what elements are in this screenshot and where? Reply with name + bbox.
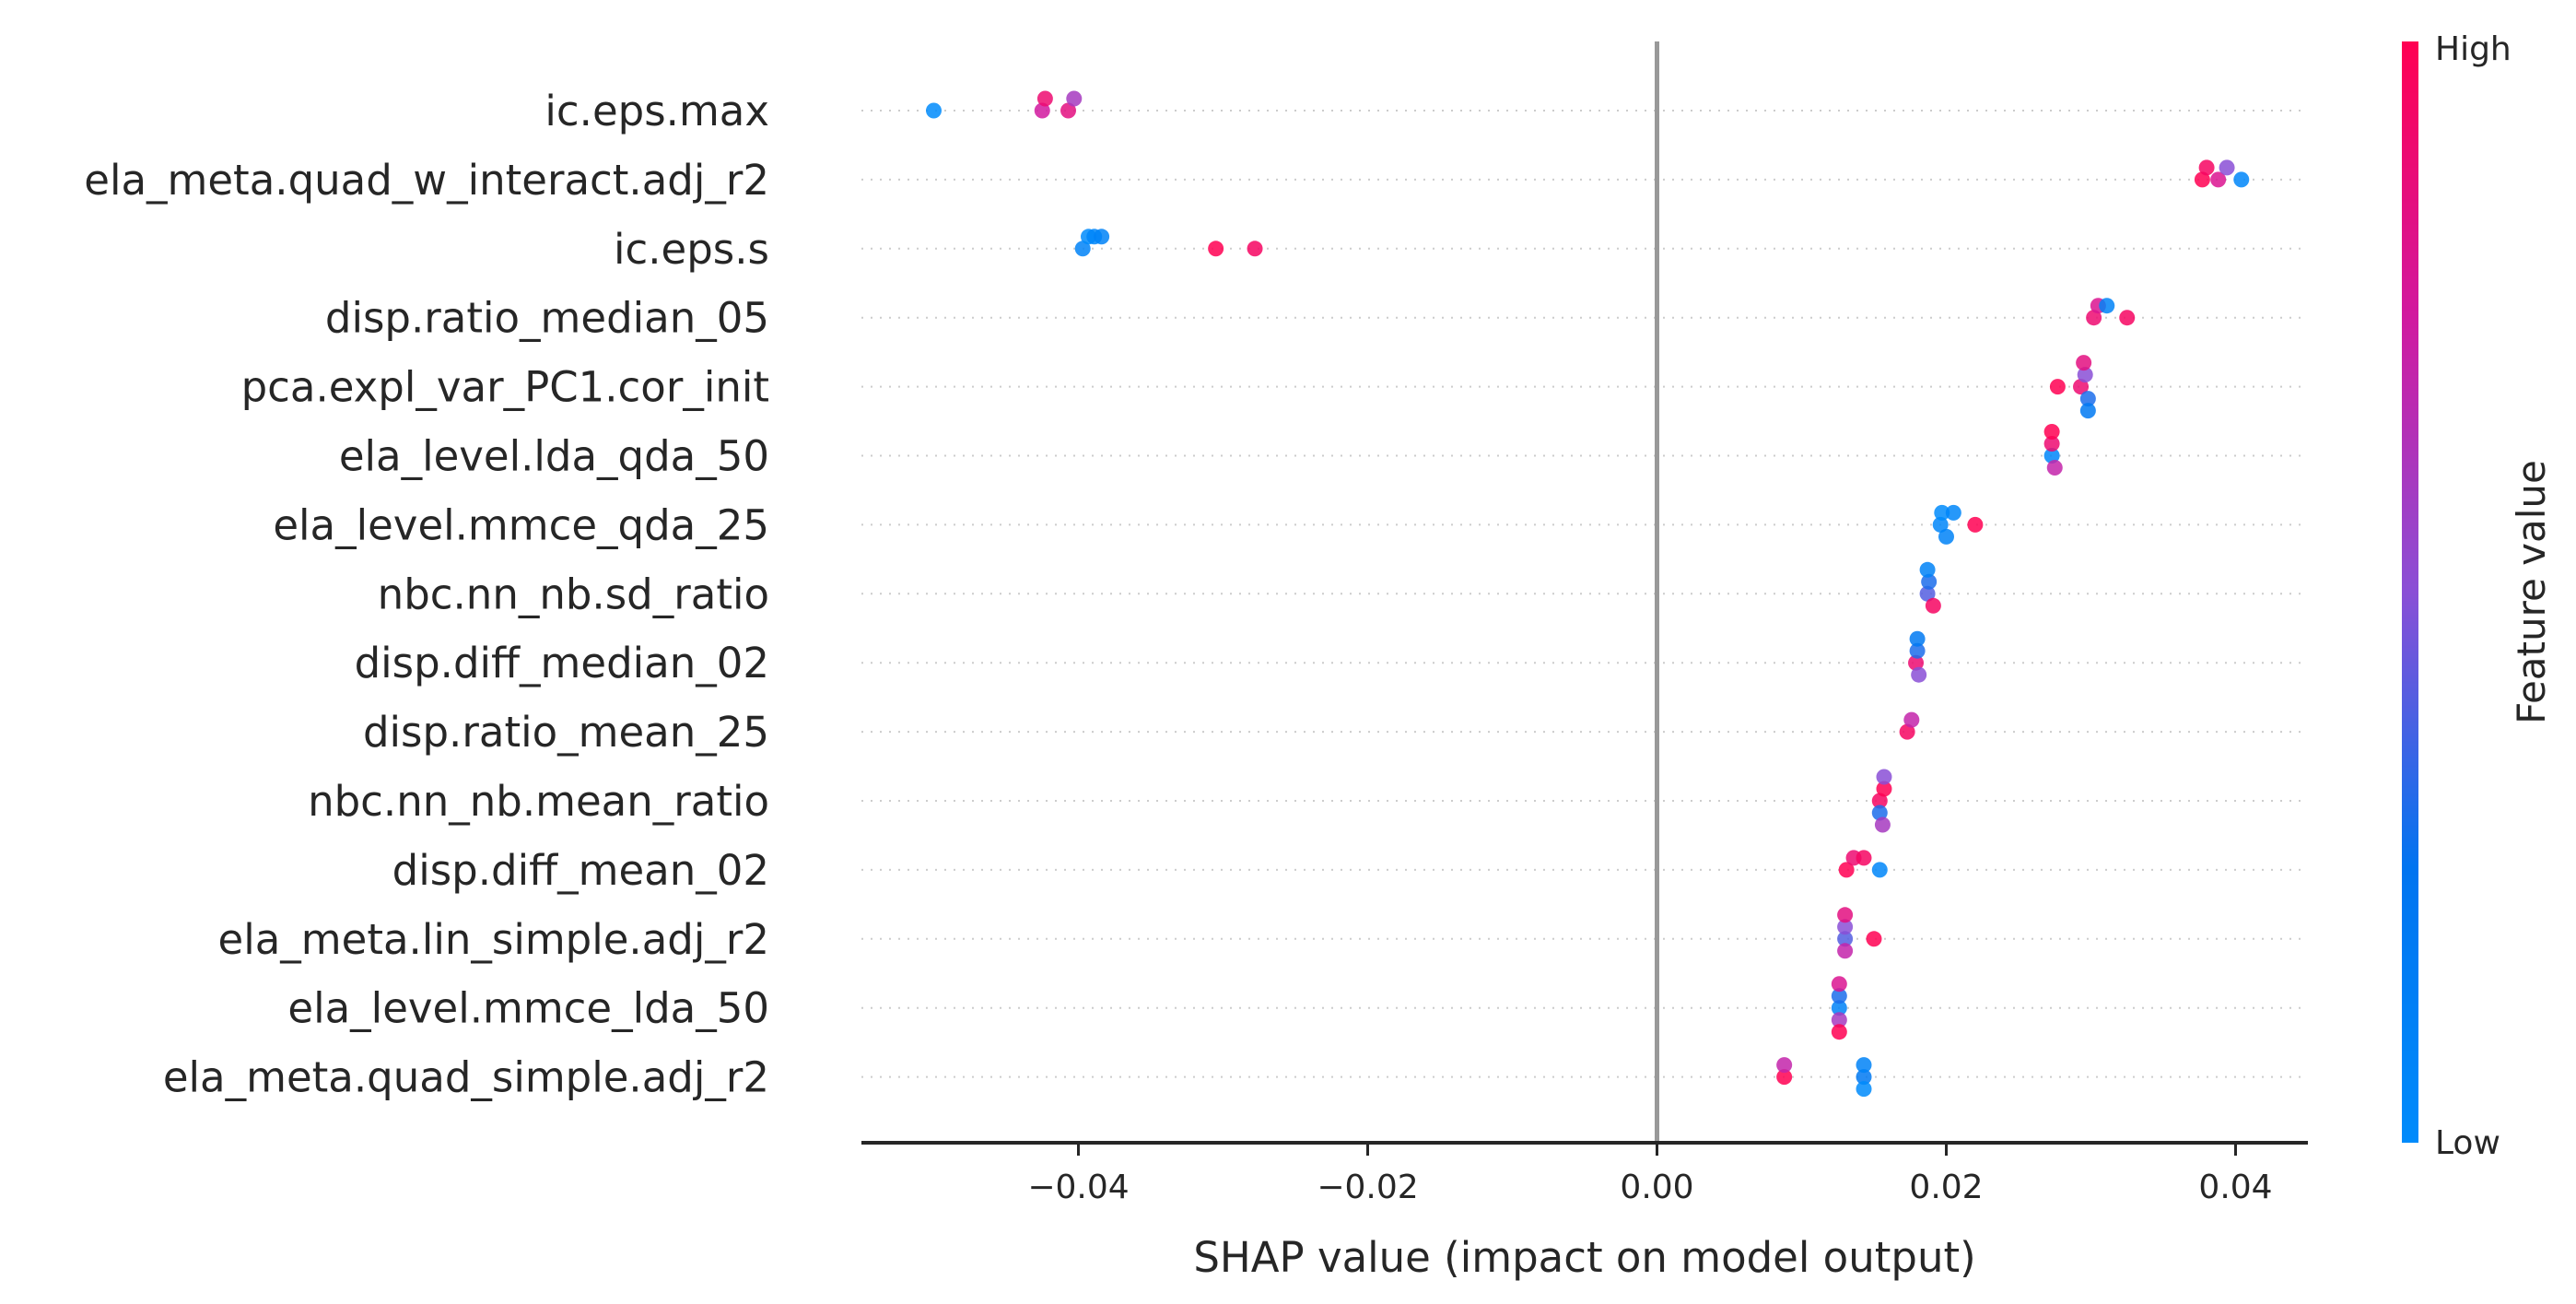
data-point: [1899, 723, 1915, 740]
data-points: [926, 90, 2250, 1098]
colorbar-low-label: Low: [2435, 1124, 2500, 1162]
data-point: [1934, 504, 1950, 521]
data-point: [926, 102, 942, 119]
data-point: [1856, 1069, 1872, 1086]
data-point: [2086, 310, 2102, 326]
data-point: [2079, 391, 2096, 407]
data-point: [1838, 862, 1855, 878]
feature-label: disp.diff_mean_02: [392, 846, 769, 895]
data-point: [2043, 436, 2060, 452]
data-point: [1247, 241, 1263, 257]
data-point: [1837, 943, 1854, 959]
data-point: [1831, 1000, 1847, 1016]
feature-label: pca.expl_var_PC1.cor_init: [241, 363, 769, 412]
data-point: [1831, 1012, 1847, 1028]
x-axis-title: SHAP value (impact on model output): [1193, 1233, 1975, 1282]
data-point: [1874, 816, 1891, 833]
data-point: [1938, 528, 1954, 545]
data-point: [1776, 1069, 1793, 1086]
x-tick-label: 0.02: [1909, 1169, 1983, 1206]
data-point: [1903, 711, 1920, 728]
colorbar-high-label: High: [2435, 30, 2512, 68]
feature-label: ela_meta.lin_simple.adj_r2: [218, 915, 769, 964]
data-point: [1856, 1081, 1872, 1098]
data-point: [1036, 90, 1053, 107]
data-point: [2210, 171, 2227, 188]
data-point: [1945, 504, 1961, 521]
data-point: [1837, 931, 1854, 947]
row-guides: [861, 110, 2308, 1078]
colorbar-title: Feature value: [2509, 460, 2554, 724]
feature-label: ela_level.mmce_qda_25: [273, 500, 769, 549]
feature-label: ela_meta.quad_simple.adj_r2: [163, 1053, 769, 1102]
data-point: [1831, 988, 1847, 1004]
feature-label: nbc.nn_nb.mean_ratio: [308, 777, 769, 826]
data-point: [1919, 585, 1936, 602]
x-tick-label: 0.00: [1620, 1169, 1693, 1206]
data-point: [1876, 781, 1892, 797]
data-point: [1856, 1057, 1872, 1074]
data-point: [1831, 1024, 1847, 1040]
data-point: [2049, 379, 2066, 395]
feature-label: nbc.nn_nb.sd_ratio: [378, 570, 769, 618]
data-point: [1776, 1057, 1793, 1074]
data-point: [1074, 241, 1091, 257]
feature-label: ela_level.mmce_lda_50: [287, 984, 769, 1033]
feature-label: ela_meta.quad_w_interact.adj_r2: [84, 156, 769, 205]
feature-label: disp.ratio_median_05: [325, 294, 769, 343]
data-point: [2233, 171, 2250, 188]
data-point: [2073, 379, 2090, 395]
data-point: [1909, 630, 1926, 647]
data-point: [1094, 229, 1110, 245]
data-point: [1908, 654, 1925, 671]
data-point: [1876, 769, 1892, 785]
feature-label: disp.ratio_mean_25: [363, 708, 769, 757]
x-ticks: −0.04 −0.02 0.00 0.02 0.04: [1027, 1143, 2273, 1206]
data-point: [1871, 862, 1888, 878]
data-point: [2194, 171, 2210, 188]
data-point: [1932, 516, 1949, 533]
data-point: [1060, 102, 1077, 119]
data-point: [2077, 367, 2093, 383]
data-point: [1925, 597, 1941, 614]
data-point: [1911, 666, 1927, 683]
feature-label: ic.eps.s: [614, 225, 769, 274]
data-point: [1919, 561, 1936, 578]
data-point: [1856, 850, 1872, 866]
data-point: [1921, 573, 1938, 590]
data-point: [1871, 793, 1888, 809]
data-point: [2043, 448, 2060, 464]
data-point: [1866, 931, 1882, 947]
data-point: [2076, 355, 2092, 371]
data-point: [1208, 241, 1224, 257]
data-point: [1034, 102, 1050, 119]
data-point: [2043, 424, 2060, 440]
data-point: [2119, 310, 2136, 326]
feature-label: ic.eps.max: [544, 87, 769, 135]
x-tick-label: −0.04: [1027, 1169, 1129, 1206]
data-point: [2219, 159, 2235, 176]
feature-label: disp.diff_median_02: [355, 639, 769, 687]
x-tick-label: −0.02: [1317, 1169, 1418, 1206]
data-point: [2046, 460, 2063, 476]
data-point: [1871, 805, 1888, 821]
data-point: [2079, 403, 2096, 419]
data-point: [1909, 642, 1926, 659]
data-point: [1831, 976, 1847, 993]
data-point: [2198, 159, 2215, 176]
x-tick-label: 0.04: [2198, 1169, 2272, 1206]
data-point: [1837, 919, 1854, 935]
feature-label: ela_level.lda_qda_50: [339, 432, 769, 481]
data-point: [1967, 516, 1984, 533]
data-point: [2099, 298, 2115, 314]
data-point: [1837, 907, 1854, 923]
feature-labels: ic.eps.max ela_meta.quad_w_interact.adj_r…: [84, 87, 769, 1102]
data-point: [1066, 90, 1083, 107]
colorbar: [2402, 41, 2418, 1143]
